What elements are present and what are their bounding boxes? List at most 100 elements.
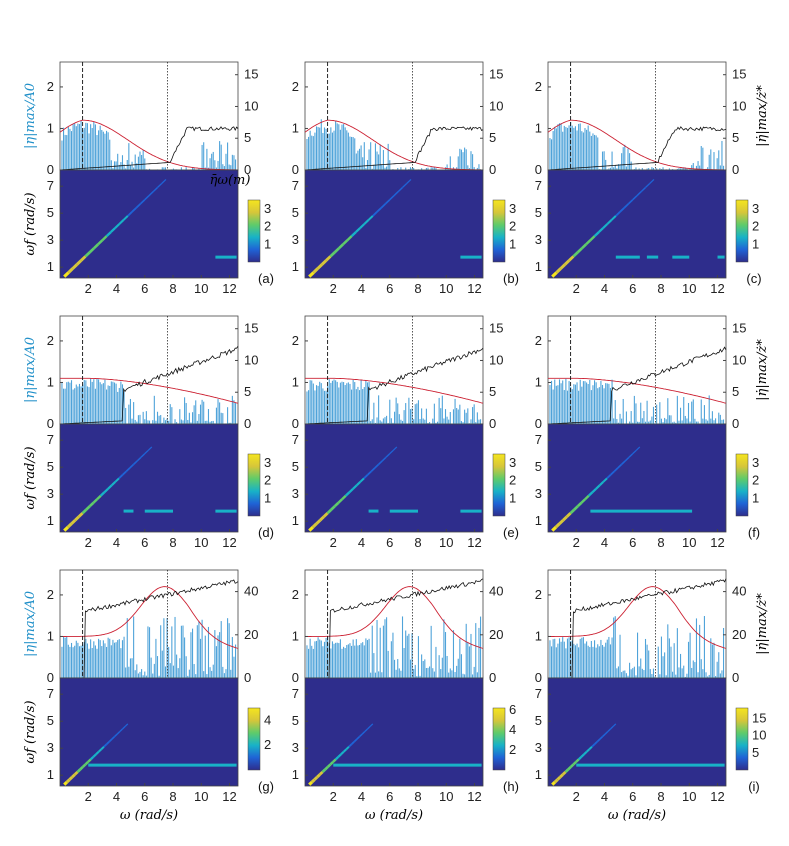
- bar: [627, 675, 629, 678]
- right-tick-label: 20: [244, 627, 258, 642]
- right-tick-label: 10: [244, 98, 258, 113]
- bar: [668, 638, 670, 678]
- bar: [78, 124, 81, 170]
- bar: [64, 637, 66, 678]
- diagonal-streak: [393, 191, 399, 197]
- diagonal-streak: [591, 743, 596, 748]
- bar: [551, 139, 553, 170]
- bar: [695, 421, 698, 424]
- bar: [397, 659, 399, 678]
- colorbar-label: 2: [264, 219, 271, 234]
- bar: [80, 645, 82, 678]
- x-tick-label: 10: [194, 281, 208, 296]
- bar: [113, 642, 116, 678]
- colorbar-label: 1: [752, 236, 759, 251]
- bar: [102, 131, 104, 170]
- bar: [94, 124, 96, 170]
- bar: [368, 381, 370, 424]
- diagonal-streak: [148, 191, 154, 197]
- velocity-curve: [60, 579, 239, 679]
- bar: [429, 422, 431, 424]
- bar: [563, 641, 565, 678]
- bar: [632, 422, 634, 424]
- bar: [344, 385, 346, 424]
- bar: [433, 403, 435, 424]
- x-tick-label: 6: [386, 789, 393, 804]
- bar: [598, 169, 600, 170]
- bar: [551, 380, 553, 424]
- bar: [678, 420, 680, 424]
- left-tick-label: 0: [535, 162, 542, 177]
- bar: [705, 672, 707, 678]
- bar: [603, 646, 605, 678]
- bar: [144, 419, 146, 424]
- bar: [600, 639, 602, 678]
- bar: [137, 415, 139, 424]
- bar: [365, 638, 367, 678]
- x-tick-label: 2: [330, 535, 337, 550]
- bar: [327, 133, 329, 170]
- bar: [177, 668, 179, 678]
- bar: [118, 387, 120, 424]
- bar: [360, 380, 362, 424]
- heat-tick-label: 1: [535, 259, 542, 274]
- bar: [358, 148, 361, 170]
- x-tick-label: 6: [386, 281, 393, 296]
- diagonal-streak: [559, 773, 564, 779]
- bar: [613, 617, 615, 678]
- bar: [552, 639, 554, 678]
- bar: [323, 127, 326, 170]
- bar: [311, 135, 313, 170]
- bar: [217, 160, 219, 170]
- panel-label: (h): [503, 779, 519, 794]
- x-tick-label: 10: [682, 281, 696, 296]
- y-axis-label-heatmap: ωf (rad/s): [23, 700, 38, 763]
- diagonal-streak: [392, 446, 398, 451]
- diagonal-streak: [636, 191, 642, 197]
- right-tick-label: 10: [489, 98, 503, 113]
- x-axis-label: ω (rad/s): [120, 808, 178, 823]
- diagonal-streak: [110, 481, 117, 487]
- bar: [171, 407, 173, 424]
- bar: [63, 637, 65, 678]
- y-axis-label-upper: |η|max/A0: [23, 591, 38, 657]
- bar: [311, 645, 313, 678]
- bar: [432, 418, 434, 424]
- bar: [211, 153, 213, 170]
- bar: [565, 378, 567, 424]
- diagonal-streak: [118, 219, 125, 225]
- bar: [678, 168, 680, 170]
- x-tick-label: 2: [573, 281, 580, 296]
- diagonal-streak: [352, 484, 358, 490]
- bar: [409, 409, 412, 424]
- bar: [371, 168, 373, 170]
- diagonal-streak: [617, 463, 623, 469]
- bar: [314, 641, 316, 678]
- bar: [683, 397, 685, 424]
- bar: [476, 672, 478, 678]
- colorbar-label: 6: [509, 702, 516, 717]
- bar: [74, 645, 76, 678]
- bar: [180, 625, 182, 678]
- diagonal-streak: [389, 449, 394, 455]
- colorbar-label: 1: [264, 490, 271, 505]
- bar: [66, 382, 68, 424]
- bar: [373, 402, 375, 424]
- bar: [400, 670, 402, 678]
- bar: [619, 634, 621, 678]
- bar: [600, 380, 602, 424]
- diagonal-streak: [344, 491, 351, 497]
- diagonal-streak: [324, 765, 329, 771]
- bar: [435, 167, 437, 170]
- bar: [195, 400, 197, 424]
- bar: [566, 638, 569, 678]
- bar: [168, 420, 170, 424]
- bar: [110, 645, 112, 678]
- bar: [384, 619, 386, 678]
- bar: [366, 160, 369, 170]
- bar: [142, 149, 144, 170]
- diagonal-streak: [308, 526, 314, 532]
- bar: [319, 639, 321, 678]
- x-tick-label: 4: [113, 789, 120, 804]
- bar: [573, 127, 575, 170]
